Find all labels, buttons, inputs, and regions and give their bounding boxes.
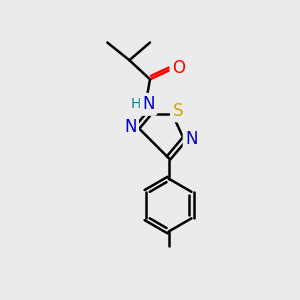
Text: H: H	[131, 98, 141, 111]
Text: N: N	[124, 118, 136, 136]
Text: O: O	[172, 58, 185, 76]
Text: S: S	[172, 102, 183, 120]
Text: N: N	[142, 95, 155, 113]
Text: N: N	[185, 130, 198, 148]
